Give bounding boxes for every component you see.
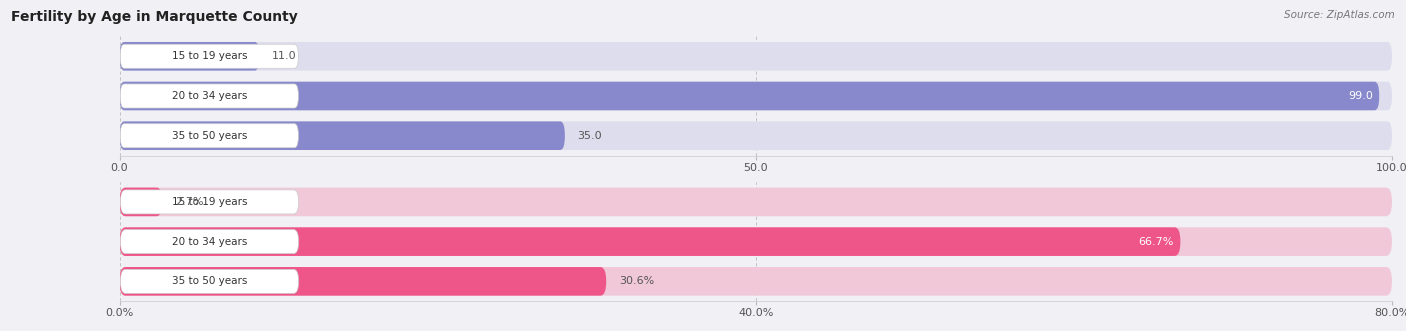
FancyBboxPatch shape (121, 124, 298, 148)
FancyBboxPatch shape (120, 82, 1392, 110)
Text: 2.7%: 2.7% (176, 197, 204, 207)
Text: 66.7%: 66.7% (1139, 237, 1174, 247)
FancyBboxPatch shape (120, 188, 1392, 216)
Text: 99.0: 99.0 (1348, 91, 1372, 101)
Text: Fertility by Age in Marquette County: Fertility by Age in Marquette County (11, 10, 298, 24)
Text: 15 to 19 years: 15 to 19 years (172, 51, 247, 61)
Text: 20 to 34 years: 20 to 34 years (172, 91, 247, 101)
FancyBboxPatch shape (121, 44, 298, 68)
Text: 35 to 50 years: 35 to 50 years (172, 131, 247, 141)
FancyBboxPatch shape (120, 227, 1392, 256)
Text: 30.6%: 30.6% (619, 276, 654, 286)
FancyBboxPatch shape (120, 121, 1392, 150)
FancyBboxPatch shape (120, 42, 1392, 71)
Text: 15 to 19 years: 15 to 19 years (172, 197, 247, 207)
FancyBboxPatch shape (120, 267, 1392, 296)
FancyBboxPatch shape (120, 82, 1379, 110)
FancyBboxPatch shape (121, 190, 298, 214)
FancyBboxPatch shape (120, 121, 565, 150)
Text: 35.0: 35.0 (578, 131, 602, 141)
FancyBboxPatch shape (121, 230, 298, 254)
FancyBboxPatch shape (120, 227, 1181, 256)
Text: 20 to 34 years: 20 to 34 years (172, 237, 247, 247)
Text: Source: ZipAtlas.com: Source: ZipAtlas.com (1284, 10, 1395, 20)
FancyBboxPatch shape (120, 267, 606, 296)
FancyBboxPatch shape (120, 188, 163, 216)
Text: 11.0: 11.0 (273, 51, 297, 61)
FancyBboxPatch shape (121, 84, 298, 108)
FancyBboxPatch shape (120, 42, 260, 71)
FancyBboxPatch shape (121, 269, 298, 293)
Text: 35 to 50 years: 35 to 50 years (172, 276, 247, 286)
